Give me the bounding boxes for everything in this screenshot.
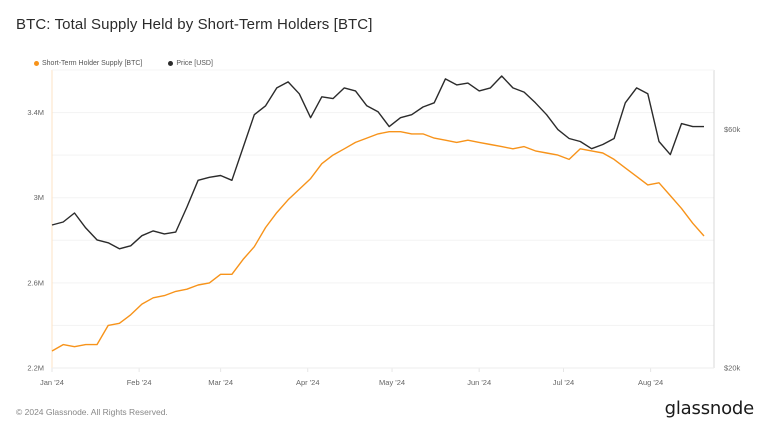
copyright-footer: © 2024 Glassnode. All Rights Reserved. (16, 407, 168, 417)
left-axis-tick-label: 2.6M (27, 278, 44, 287)
legend-item-price[interactable]: Price [USD] (168, 60, 213, 67)
legend-label: Short-Term Holder Supply [BTC] (42, 60, 143, 67)
x-axis-tick-label: Aug '24 (638, 378, 663, 387)
x-axis-tick-label: Jul '24 (553, 378, 574, 387)
chart-title: BTC: Total Supply Held by Short-Term Hol… (16, 16, 373, 33)
sth-supply-series-line (51, 131, 705, 352)
x-axis-tick-label: Feb '24 (127, 378, 152, 387)
legend-item-sth-supply[interactable]: Short-Term Holder Supply [BTC] (34, 60, 142, 67)
right-axis-tick-label: $60k (724, 125, 741, 134)
x-axis-tick-label: Mar '24 (208, 378, 233, 387)
x-axis-tick-label: Apr '24 (296, 378, 320, 387)
legend-label: Price [USD] (176, 60, 213, 67)
glassnode-logo: glassnode (664, 398, 755, 419)
right-axis-tick-label: $20k (724, 364, 741, 373)
price-series-line (51, 75, 704, 250)
chart-legend: Short-Term Holder Supply [BTC] Price [US… (34, 60, 213, 67)
right-y-axis-labels: $20k $60k (724, 125, 741, 372)
left-y-axis-labels: 2.2M 2.6M 3M 3.4M (27, 108, 44, 372)
left-axis-tick-label: 3.4M (27, 108, 44, 117)
left-axis-tick-label: 3M (34, 193, 44, 202)
x-axis-tick-label: Jun '24 (467, 378, 491, 387)
x-axis-labels: Jan '24 Feb '24 Mar '24 Apr '24 May '24 Jun '… (40, 367, 714, 387)
legend-dot-orange-icon (34, 61, 39, 66)
legend-dot-black-icon (168, 61, 174, 66)
x-axis-tick-label: May '24 (379, 378, 405, 387)
gridlines (52, 69, 714, 369)
left-axis-tick-label: 2.2M (27, 364, 44, 373)
x-axis-tick-label: Jan '24 (40, 378, 64, 387)
